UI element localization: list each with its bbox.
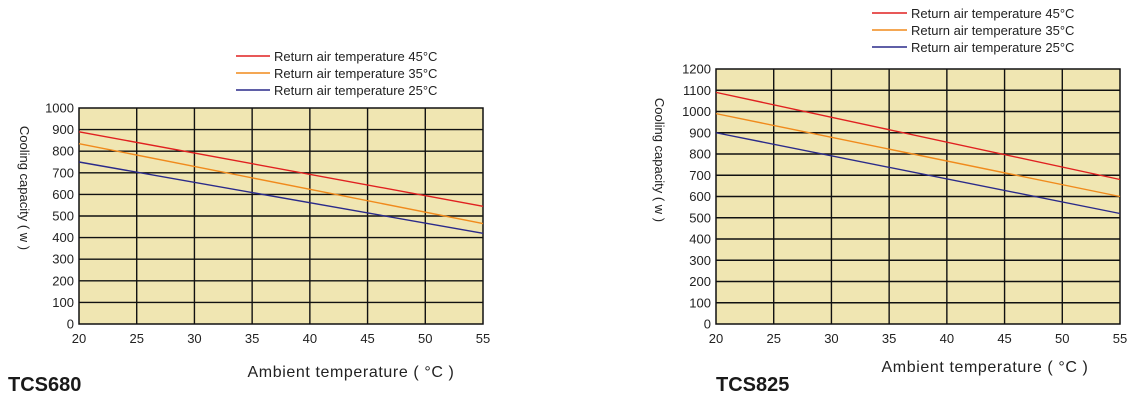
series-line — [715, 132, 1121, 215]
legend-label: Return air temperature 25°C — [274, 83, 437, 98]
series-line — [715, 112, 1121, 198]
y-tick-label: 0 — [704, 317, 711, 332]
y-tick-label: 500 — [689, 210, 711, 225]
x-tick-label: 40 — [303, 331, 317, 346]
y-tick-label: 900 — [52, 122, 74, 137]
y-tick-label: 600 — [52, 187, 74, 202]
y-tick-label: 900 — [689, 125, 711, 140]
legend-label: Return air temperature 35°C — [911, 23, 1074, 38]
x-tick-label: 25 — [766, 331, 780, 346]
y-tick-label: 300 — [52, 252, 74, 267]
series-line — [78, 161, 484, 234]
x-tick-label: 50 — [418, 331, 432, 346]
series-line — [78, 142, 484, 225]
y-tick-label: 700 — [52, 165, 74, 180]
x-tick-label: 50 — [1055, 331, 1069, 346]
legend-label: Return air temperature 25°C — [911, 40, 1074, 55]
y-tick-label: 1200 — [682, 62, 711, 77]
legend-label: Return air temperature 35°C — [274, 66, 437, 81]
x-tick-label: 25 — [129, 331, 143, 346]
y-tick-label: 0 — [67, 317, 74, 332]
x-tick-label: 20 — [72, 331, 86, 346]
x-tick-label: 55 — [476, 331, 490, 346]
model-title-tcs680: TCS680 — [8, 374, 82, 396]
y-tick-label: 1000 — [45, 101, 74, 116]
x-tick-label: 45 — [997, 331, 1011, 346]
x-tick-label: 30 — [187, 331, 201, 346]
x-tick-label: 55 — [1113, 331, 1127, 346]
y-tick-label: 1100 — [683, 83, 711, 98]
y-tick-label: 500 — [52, 209, 74, 224]
y-tick-label: 400 — [689, 232, 711, 247]
y-tick-label: 800 — [52, 144, 74, 159]
y-tick-label: 600 — [689, 189, 711, 204]
x-tick-label: 20 — [709, 331, 723, 346]
y-tick-label: 400 — [52, 230, 74, 245]
legend-label: Return air temperature 45°C — [911, 6, 1074, 21]
y-tick-label: 300 — [689, 253, 711, 268]
legend-label: Return air temperature 45°C — [274, 49, 437, 64]
series-line — [715, 91, 1121, 181]
x-tick-label: 35 — [245, 331, 259, 346]
x-tick-label: 35 — [882, 331, 896, 346]
y-tick-label: 100 — [52, 295, 74, 310]
model-title-tcs825: TCS825 — [716, 374, 790, 396]
y-tick-label: 700 — [689, 168, 711, 183]
x-tick-label: 45 — [360, 331, 374, 346]
x-axis-label: Ambient temperature ( °C ) — [882, 359, 1089, 376]
y-tick-label: 800 — [689, 147, 711, 162]
y-tick-label: 200 — [689, 274, 711, 289]
y-axis-label: Cooling capacity ( w ) — [652, 98, 667, 222]
y-axis-label: Cooling capacity ( w ) — [17, 126, 32, 250]
y-tick-label: 100 — [689, 295, 711, 310]
y-tick-label: 1000 — [682, 104, 711, 119]
x-tick-label: 40 — [940, 331, 954, 346]
x-axis-label: Ambient temperature ( °C ) — [248, 364, 455, 381]
series-line — [78, 131, 484, 207]
y-tick-label: 200 — [52, 273, 74, 288]
x-tick-label: 30 — [824, 331, 838, 346]
